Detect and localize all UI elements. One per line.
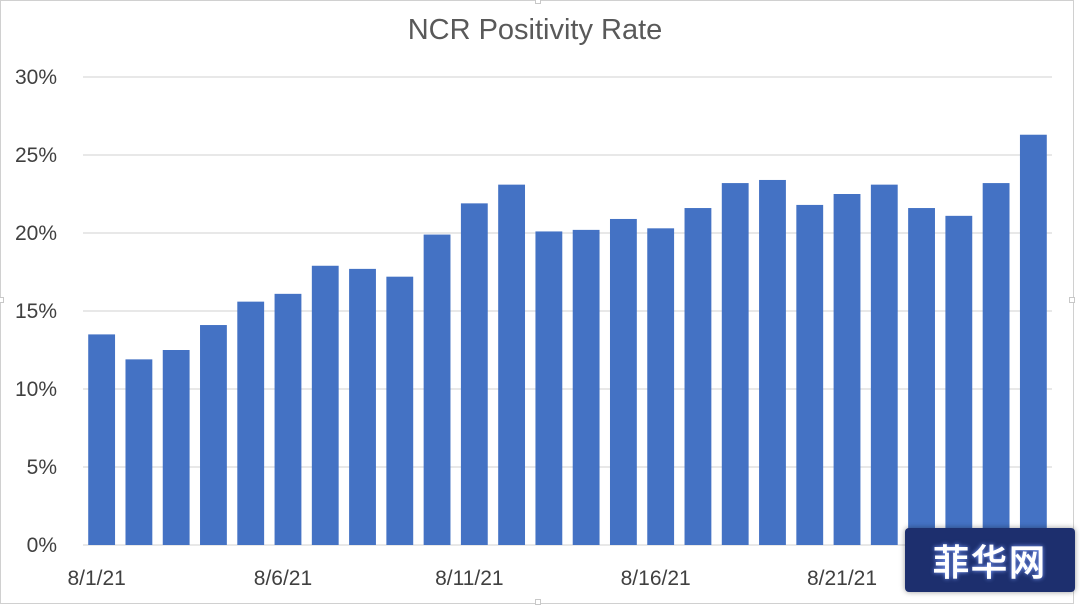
y-tick-label: 25% [15,144,57,167]
bar[interactable] [274,293,302,545]
bar[interactable] [609,218,637,545]
bar[interactable] [1019,134,1047,545]
y-tick-label: 30% [15,66,57,89]
resize-handle-bottom[interactable] [535,599,541,605]
watermark-logo: 菲华网 [905,528,1075,592]
bar[interactable] [498,184,526,545]
bar[interactable] [349,268,376,545]
bar[interactable] [982,183,1010,545]
bar[interactable] [88,334,116,545]
bar[interactable] [759,179,786,545]
bar[interactable] [162,350,190,545]
gridlines [83,76,1052,546]
x-tick-label: 8/16/21 [621,567,691,590]
y-tick-label: 5% [27,456,57,479]
y-tick-label: 0% [27,534,57,557]
chart-title: NCR Positivity Rate [408,14,663,46]
bar[interactable] [721,183,749,545]
x-tick-label: 8/1/21 [67,567,125,590]
y-tick-label: 15% [15,300,57,323]
resize-handle-left[interactable] [0,297,4,303]
bar[interactable] [870,184,898,545]
watermark-text: 菲华网 [932,543,1047,584]
bar[interactable] [833,194,861,545]
bar[interactable] [684,208,712,546]
bar[interactable] [311,265,339,545]
x-tick-label: 8/11/21 [435,567,504,590]
bar[interactable] [125,359,153,545]
bar[interactable] [386,276,414,545]
resize-handle-top[interactable] [535,0,541,4]
bar[interactable] [200,325,227,545]
bar[interactable] [535,231,563,545]
y-tick-label: 10% [15,378,57,401]
bar[interactable] [460,203,488,546]
resize-handle-right[interactable] [1069,297,1075,303]
bar[interactable] [945,215,973,545]
x-tick-label: 8/21/21 [807,567,877,590]
y-axis-labels: 0% 5% 10% 15% 20% 25% 30% [15,66,57,557]
bars [88,134,1047,546]
bar[interactable] [572,229,600,545]
bar[interactable] [796,204,824,546]
bar[interactable] [237,301,265,545]
bar[interactable] [908,208,935,546]
bar[interactable] [423,234,451,545]
bar[interactable] [647,228,675,545]
x-axis-labels: 8/1/21 8/6/21 8/11/21 8/16/21 8/21/21 [67,567,877,590]
x-tick-label: 8/6/21 [254,567,312,590]
y-tick-label: 20% [15,222,57,245]
